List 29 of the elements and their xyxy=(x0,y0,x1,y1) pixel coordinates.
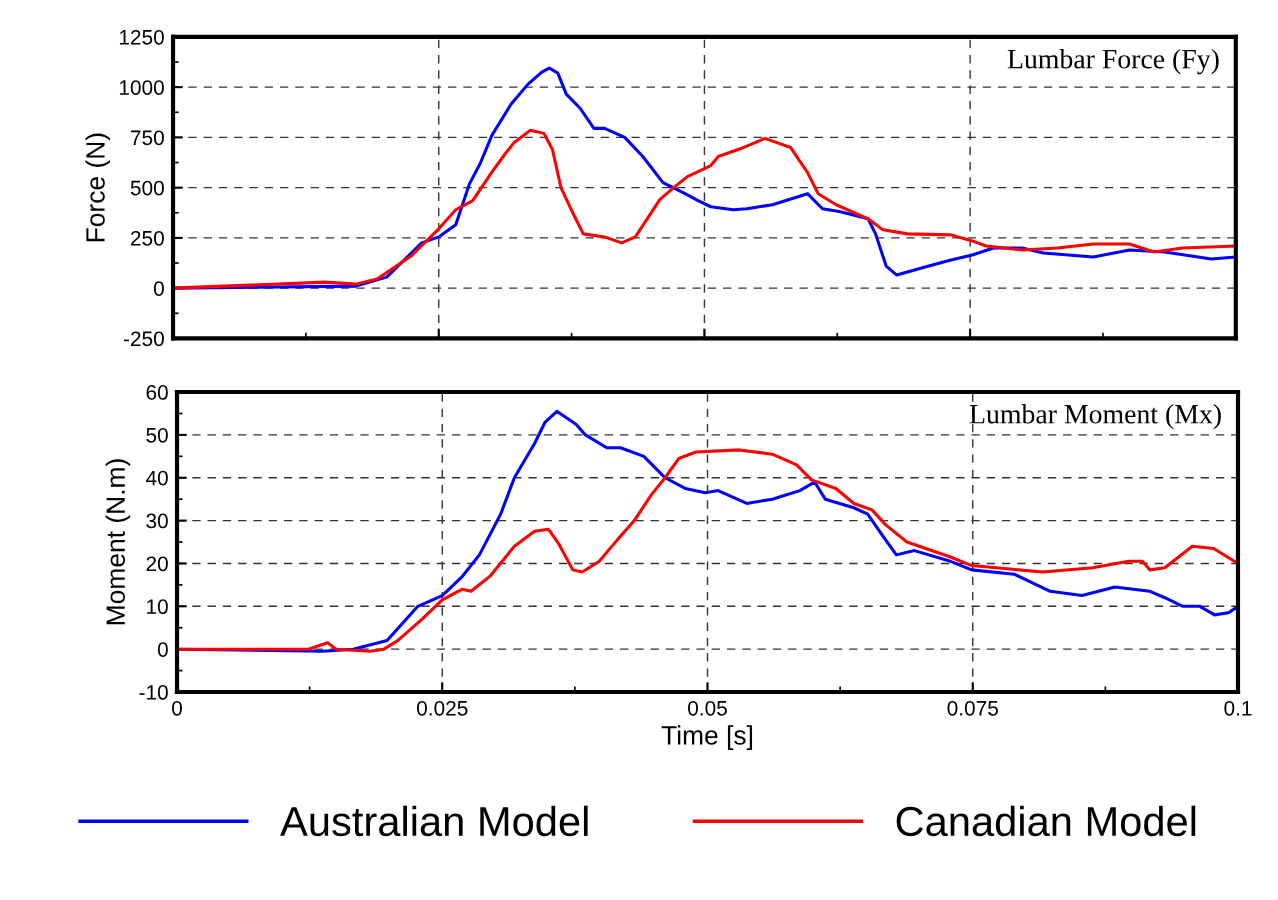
y-tick-label: -10 xyxy=(139,685,168,700)
y-axis-title: Force (N) xyxy=(85,133,111,242)
x-tick-label: 0.075 xyxy=(947,700,998,716)
y-tick-label: 1000 xyxy=(119,80,164,95)
chart-title: Lumbar Moment (Mx) xyxy=(969,404,1221,430)
y-tick-label: 1250 xyxy=(119,29,164,45)
x-tick-label: 0.1 xyxy=(1224,700,1252,716)
legend-label: Canadian Model xyxy=(896,805,1196,837)
x-tick-label: 0.05 xyxy=(688,700,727,716)
x-tick-label: 0.025 xyxy=(417,700,468,716)
y-tick-label: 30 xyxy=(146,513,168,529)
y-tick-label: 40 xyxy=(145,470,168,486)
chart-title: Lumbar Force (Fy) xyxy=(1007,48,1219,75)
y-tick-label: -250 xyxy=(123,331,164,347)
y-axis-title: Moment (N.m) xyxy=(105,459,131,625)
line-series xyxy=(173,128,1236,290)
y-tick-label: 50 xyxy=(146,427,168,443)
y-tick-label: 0 xyxy=(157,642,168,657)
y-tick-label: 10 xyxy=(147,599,168,615)
y-tick-label: 250 xyxy=(131,230,164,246)
y-tick-label: 500 xyxy=(130,180,164,196)
y-tick-label: 60 xyxy=(146,385,168,400)
y-tick-label: 0 xyxy=(153,281,164,296)
y-tick-label: 750 xyxy=(131,130,164,146)
line-series xyxy=(177,448,1238,653)
legend-label: Australian Model xyxy=(280,805,588,837)
x-axis-title: Time [s] xyxy=(661,725,753,750)
x-tick-label: 0 xyxy=(172,700,182,716)
y-tick-label: 20 xyxy=(146,556,168,572)
